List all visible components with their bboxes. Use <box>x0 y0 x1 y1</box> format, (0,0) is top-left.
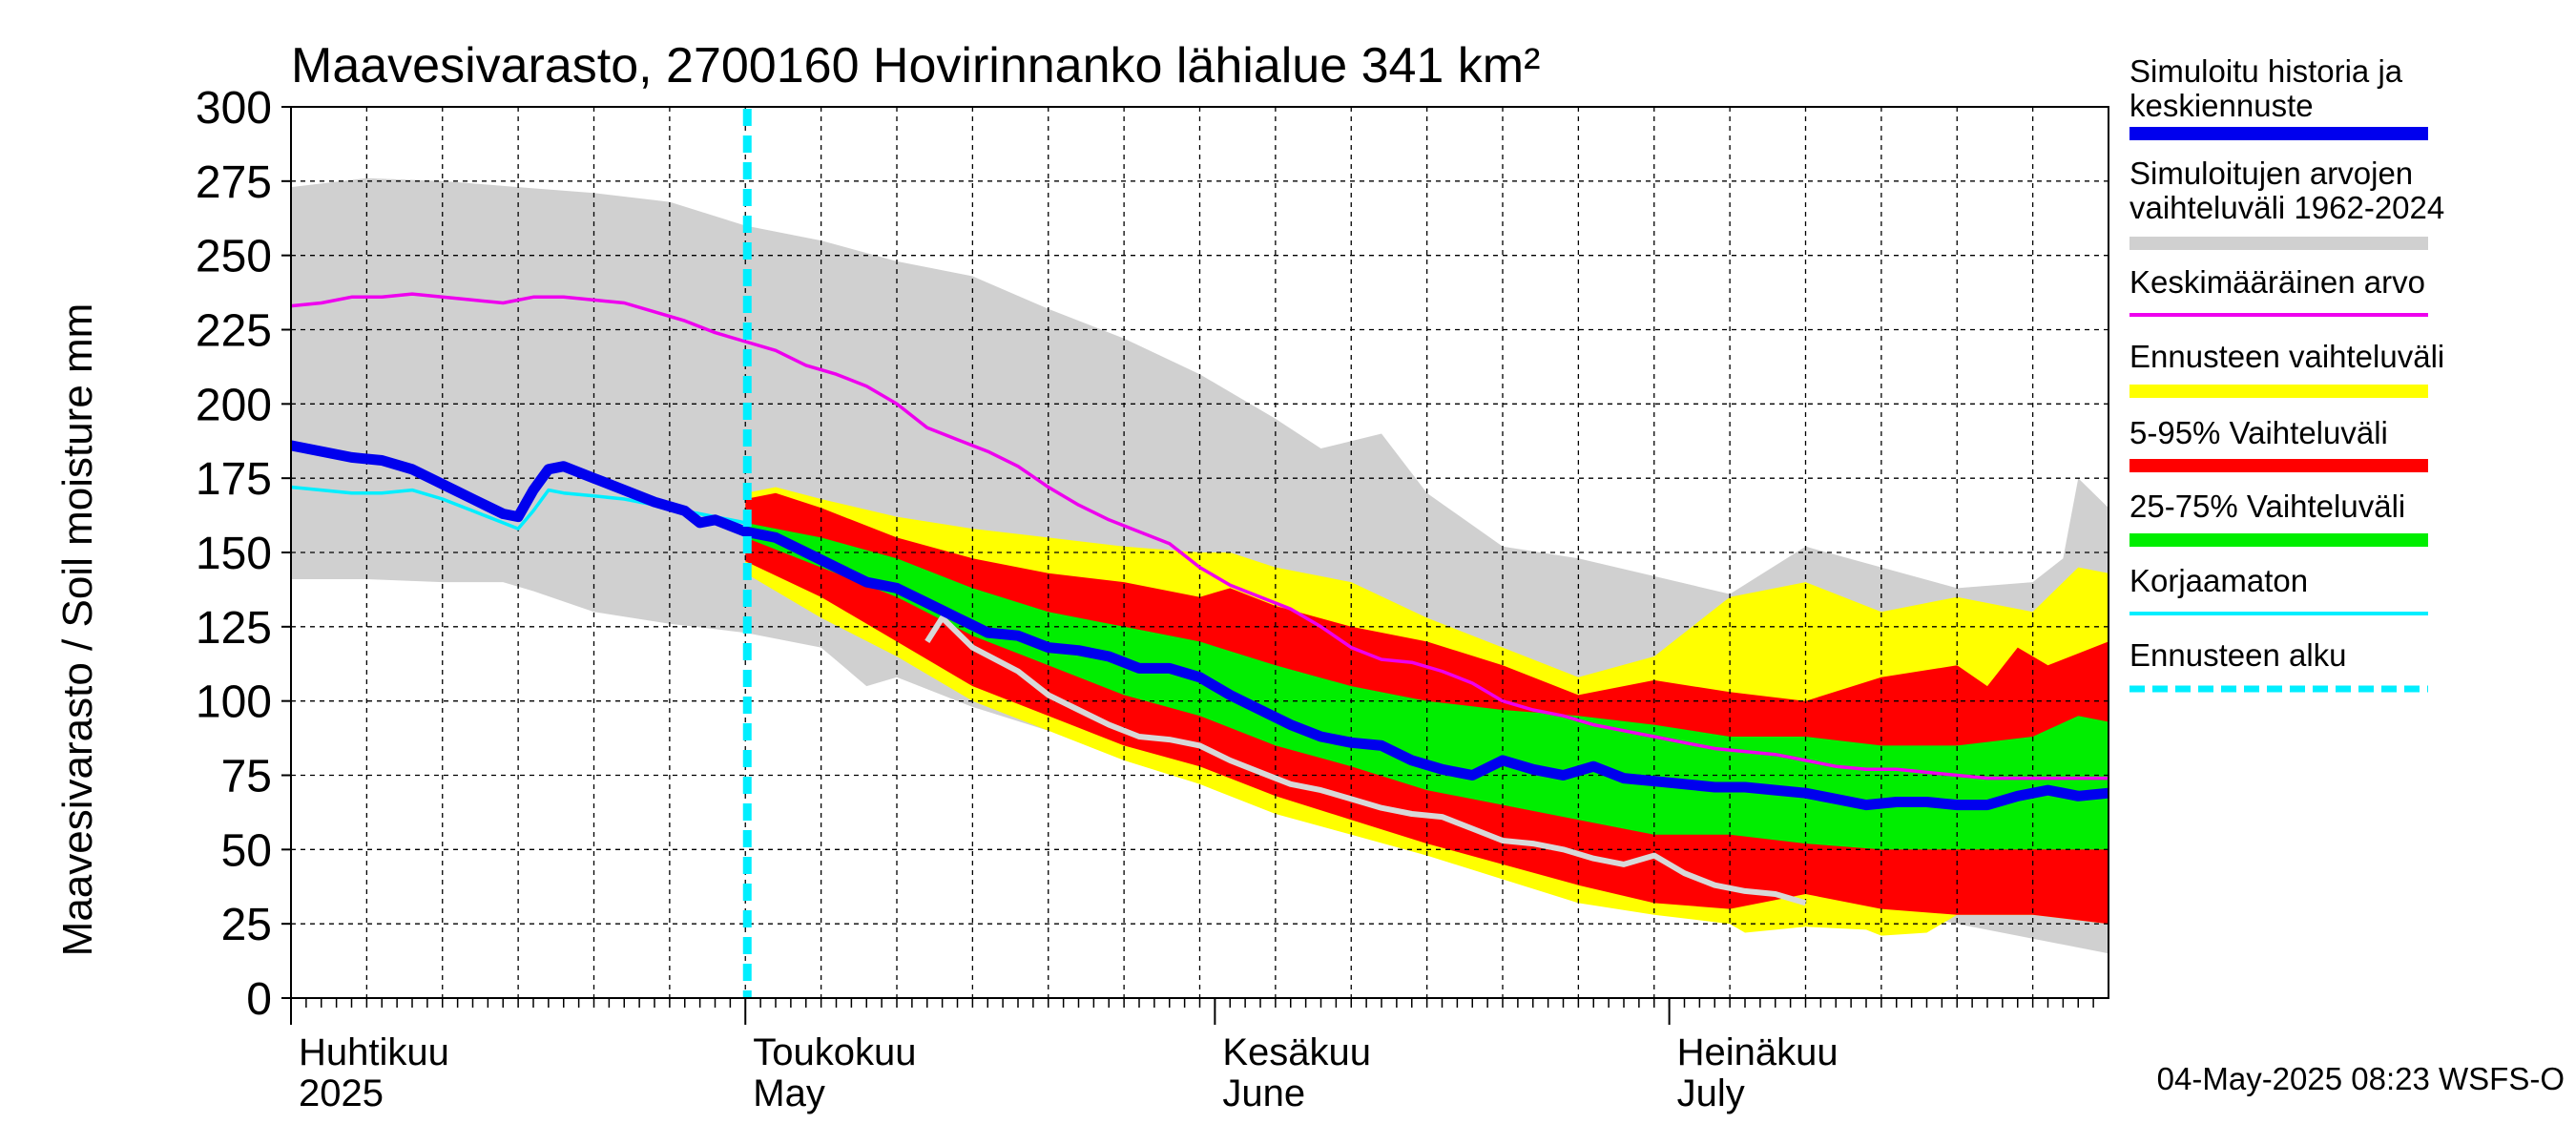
simulated-median-line <box>289 440 2109 811</box>
axes: 0 25 50 75 100 125 150 175 200 225 250 275 300 Huhtik… <box>196 83 2109 1114</box>
y-tick-label: 275 <box>196 157 272 208</box>
x-month-label-en: June <box>1222 1072 1305 1114</box>
legend-item: Ennusteen alku <box>2129 637 2428 693</box>
legend-label: Korjaamaton <box>2129 563 2308 598</box>
y-tick-label: 200 <box>196 380 272 430</box>
x-month-label-en: May <box>753 1072 825 1114</box>
legend-label: Ennusteen vaihteluväli <box>2129 339 2444 374</box>
x-month-label-fi: Heinäkuu <box>1677 1031 1839 1073</box>
legend: Simuloitu historia ja keskiennusteSimuloi… <box>2129 53 2444 693</box>
x-month-label-en: 2025 <box>299 1072 384 1114</box>
legend-item: Korjaamaton <box>2129 563 2428 615</box>
legend-item: 5-95% Vaihteluväli <box>2129 415 2428 472</box>
legend-item: Simuloitujen arvojen vaihteluväli 1962-20… <box>2129 156 2444 250</box>
timestamp-label: 04-May-2025 08:23 WSFS-O <box>2157 1061 2565 1096</box>
x-month-label-en: July <box>1677 1072 1745 1114</box>
x-month-label-fi: Toukokuu <box>753 1031 916 1073</box>
legend-label: 25-75% Vaihteluväli <box>2129 489 2405 524</box>
y-tick-label: 175 <box>196 454 272 505</box>
legend-label: Simuloitujen arvojen vaihteluväli 1962-20… <box>2129 156 2444 225</box>
grid <box>291 107 2109 998</box>
y-tick-label: 300 <box>196 83 272 134</box>
y-tick-label: 150 <box>196 529 272 579</box>
legend-label: 5-95% Vaihteluväli <box>2129 415 2388 450</box>
light-grey-line <box>924 614 1807 906</box>
legend-label: Simuloitu historia ja keskiennuste <box>2129 53 2403 123</box>
legend-item: Keskimääräinen arvo <box>2129 264 2428 317</box>
y-tick-label: 75 <box>221 752 272 802</box>
y-tick-label: 50 <box>221 825 272 876</box>
plot-area <box>289 107 2109 998</box>
x-month-label-fi: Huhtikuu <box>299 1031 449 1073</box>
legend-label: Keskimääräinen arvo <box>2129 264 2425 300</box>
y-tick-label: 125 <box>196 603 272 654</box>
x-month-label-fi: Kesäkuu <box>1222 1031 1371 1073</box>
legend-label-line: Simuloitu historia ja <box>2129 53 2403 89</box>
y-tick-label: 100 <box>196 677 272 728</box>
legend-item: Simuloitu historia ja keskiennuste <box>2129 53 2428 140</box>
y-axis-label: Maavesivarasto / Soil moisture mm <box>54 303 101 957</box>
chart-title: Maavesivarasto, 2700160 Hovirinnanko läh… <box>291 38 1540 94</box>
y-tick-label: 250 <box>196 232 272 282</box>
legend-label: Ennusteen alku <box>2129 637 2347 673</box>
p25-75-band <box>745 522 2109 850</box>
mean-line <box>290 292 2109 781</box>
legend-label-line: vaihteluväli 1962-2024 <box>2129 190 2444 225</box>
y-tick-label: 25 <box>221 900 272 950</box>
legend-item: Ennusteen vaihteluväli <box>2129 339 2444 398</box>
legend-label-line: keskiennuste <box>2129 88 2314 123</box>
y-tick-label: 0 <box>246 974 272 1025</box>
legend-item: 25-75% Vaihteluväli <box>2129 489 2428 547</box>
y-tick-label: 225 <box>196 306 272 357</box>
legend-label-line: Simuloitujen arvojen <box>2129 156 2413 191</box>
